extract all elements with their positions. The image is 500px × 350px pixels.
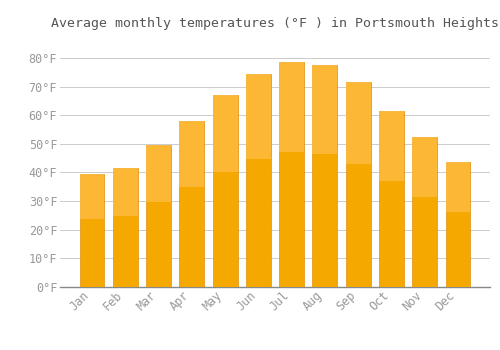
Bar xyxy=(146,145,171,202)
Bar xyxy=(412,136,437,287)
Bar xyxy=(180,121,204,287)
Bar xyxy=(180,121,204,187)
Bar xyxy=(346,82,370,287)
Bar xyxy=(246,74,271,287)
Bar xyxy=(412,136,437,197)
Title: Average monthly temperatures (°F ) in Portsmouth Heights: Average monthly temperatures (°F ) in Po… xyxy=(51,17,499,30)
Bar xyxy=(379,111,404,287)
Bar xyxy=(80,174,104,219)
Bar xyxy=(312,65,338,154)
Bar xyxy=(312,65,338,287)
Bar xyxy=(80,174,104,287)
Bar xyxy=(279,62,304,152)
Bar xyxy=(246,74,271,159)
Bar xyxy=(113,168,138,287)
Bar xyxy=(446,162,470,287)
Bar xyxy=(346,82,370,164)
Bar xyxy=(146,145,171,287)
Bar xyxy=(279,62,304,287)
Bar xyxy=(113,168,138,216)
Bar xyxy=(212,95,238,287)
Bar xyxy=(212,95,238,172)
Bar xyxy=(446,162,470,212)
Bar xyxy=(379,111,404,181)
